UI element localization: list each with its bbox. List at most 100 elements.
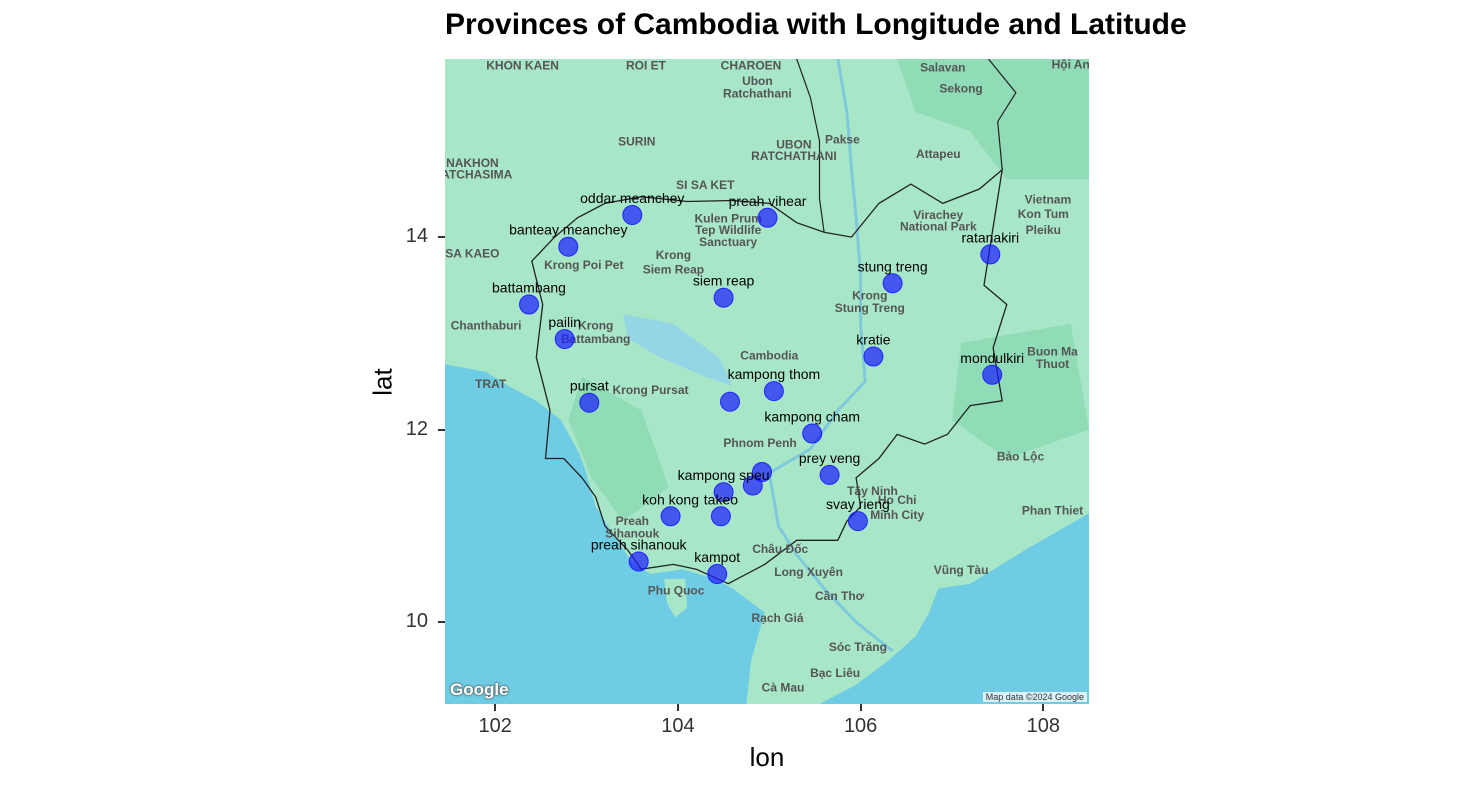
province-point[interactable] <box>742 475 763 496</box>
phu-quoc-island <box>664 578 688 618</box>
place-label: SURIN <box>618 135 655 149</box>
province-point[interactable] <box>713 287 734 308</box>
x-axis-label: lon <box>749 742 785 772</box>
y-tick-label: 10 <box>405 610 428 633</box>
province-point[interactable] <box>819 464 840 485</box>
province-label: preah vihear <box>729 193 807 209</box>
place-label: Ratchathani <box>723 87 792 101</box>
mekong-river <box>767 59 894 653</box>
province-point[interactable] <box>579 392 600 413</box>
province-point[interactable] <box>882 273 903 294</box>
province-label: oddar meanchey <box>580 190 684 206</box>
tonle-sap-lake <box>623 314 733 387</box>
place-label: SI SA KET <box>676 178 735 192</box>
province-point[interactable] <box>763 381 784 402</box>
place-label: Siem Reap <box>643 263 704 277</box>
x-tick-mark <box>1042 704 1045 711</box>
place-label: RATCHATHANI <box>751 149 837 163</box>
place-label: CHAROEN <box>721 59 782 73</box>
place-label: Krong <box>852 289 887 303</box>
province-point[interactable] <box>707 564 728 584</box>
province-point[interactable] <box>554 329 575 350</box>
province-label: koh kong <box>642 491 699 507</box>
y-tick-mark <box>438 236 445 239</box>
x-tick-label: 104 <box>661 715 695 737</box>
x-tick-label: 108 <box>1026 715 1060 737</box>
place-label: Thuot <box>1036 357 1069 371</box>
place-label: Battambang <box>561 332 630 346</box>
place-label: Châu Đốc <box>752 542 808 556</box>
province-label: banteay meanchey <box>509 222 627 238</box>
province-point[interactable] <box>720 391 740 412</box>
place-label: Hội An <box>1052 59 1089 72</box>
y-tick-mark <box>438 621 445 624</box>
place-label: KHON KAEN <box>486 59 559 73</box>
province-point[interactable] <box>660 506 681 527</box>
cambodia-border <box>531 168 1008 585</box>
place-label: Tep Wildlife <box>695 223 762 237</box>
place-label: Buon Ma <box>1027 345 1078 359</box>
place-label: Bảo Lộc <box>997 449 1045 463</box>
place-label: Stung Treng <box>835 301 905 315</box>
place-label: Sanctuary <box>699 235 757 249</box>
place-label: Bạc Liêu <box>810 666 860 680</box>
map-panel[interactable]: Salavan Hội An KHON KAEN ROI ET CHAROEN Ubon R… <box>445 59 1089 704</box>
place-label: Krong <box>656 248 691 262</box>
province-point[interactable] <box>847 511 868 532</box>
place-label: Krong <box>578 319 613 333</box>
province-label: prey veng <box>799 450 860 466</box>
land-mass <box>445 59 1089 704</box>
province-label: stung treng <box>858 258 928 274</box>
place-label: Phu Quoc <box>648 583 705 597</box>
place-label: Vũng Tàu <box>934 563 989 577</box>
central-highlands <box>952 323 1089 459</box>
place-label: Cần Thơ <box>815 589 865 603</box>
place-label: Phnom Penh <box>723 436 796 450</box>
province-point[interactable] <box>519 294 539 315</box>
place-label: ROI ET <box>626 59 667 73</box>
y-tick-label: 14 <box>405 225 428 248</box>
place-label: Vietnam <box>1025 192 1071 206</box>
province-label: kampot <box>694 549 740 565</box>
place-label: Krong Poi Pet <box>544 258 623 272</box>
place-label: TRAT <box>475 377 507 391</box>
x-tick-label: 106 <box>843 715 878 737</box>
province-label: ratanakiri <box>962 229 1020 245</box>
place-label: Rạch Giá <box>751 611 803 625</box>
points-layer: oddar meanchey preah vihear banteay meanch… <box>492 190 1024 584</box>
map-attribution: Map data ©2024 Google <box>982 692 1087 702</box>
province-point[interactable] <box>863 346 884 367</box>
province-label: kampong thom <box>728 366 821 382</box>
place-label: Sekong <box>939 82 982 96</box>
place-label: Kon Tum <box>1018 207 1069 221</box>
province-point[interactable] <box>558 236 579 257</box>
province-point[interactable] <box>982 364 1003 385</box>
province-label: svay rieng <box>826 496 890 512</box>
place-label: Virachey <box>913 208 963 222</box>
province-label: kampong cham <box>764 409 860 425</box>
province-label: kampong speu <box>678 467 770 483</box>
chart-title: Provinces of Cambodia with Longitude and… <box>445 8 1187 41</box>
x-tick-mark <box>859 704 862 711</box>
province-point[interactable] <box>628 551 649 572</box>
province-label: takeo <box>704 491 738 507</box>
place-label: NAKHON <box>446 156 499 170</box>
province-point[interactable] <box>713 482 734 503</box>
province-point[interactable] <box>622 205 643 225</box>
province-point[interactable] <box>757 207 778 228</box>
place-label: Krong Pursat <box>612 383 688 397</box>
cardamom-mountains <box>568 376 669 522</box>
province-label: siem reap <box>693 273 755 289</box>
province-label: preah sihanouk <box>591 537 688 553</box>
province-point[interactable] <box>980 244 1001 265</box>
province-point[interactable] <box>710 506 731 527</box>
y-axis-label: lat <box>367 368 398 396</box>
place-label: Sóc Trăng <box>829 640 887 654</box>
place-label: Ho Chi <box>878 493 917 507</box>
place-label: Tây Ninh <box>847 484 898 498</box>
highland-north <box>897 59 1089 180</box>
province-point[interactable] <box>802 423 823 444</box>
place-label: Ubon <box>742 74 773 88</box>
province-label: battambang <box>492 280 566 296</box>
laos-thailand-border <box>796 59 825 233</box>
